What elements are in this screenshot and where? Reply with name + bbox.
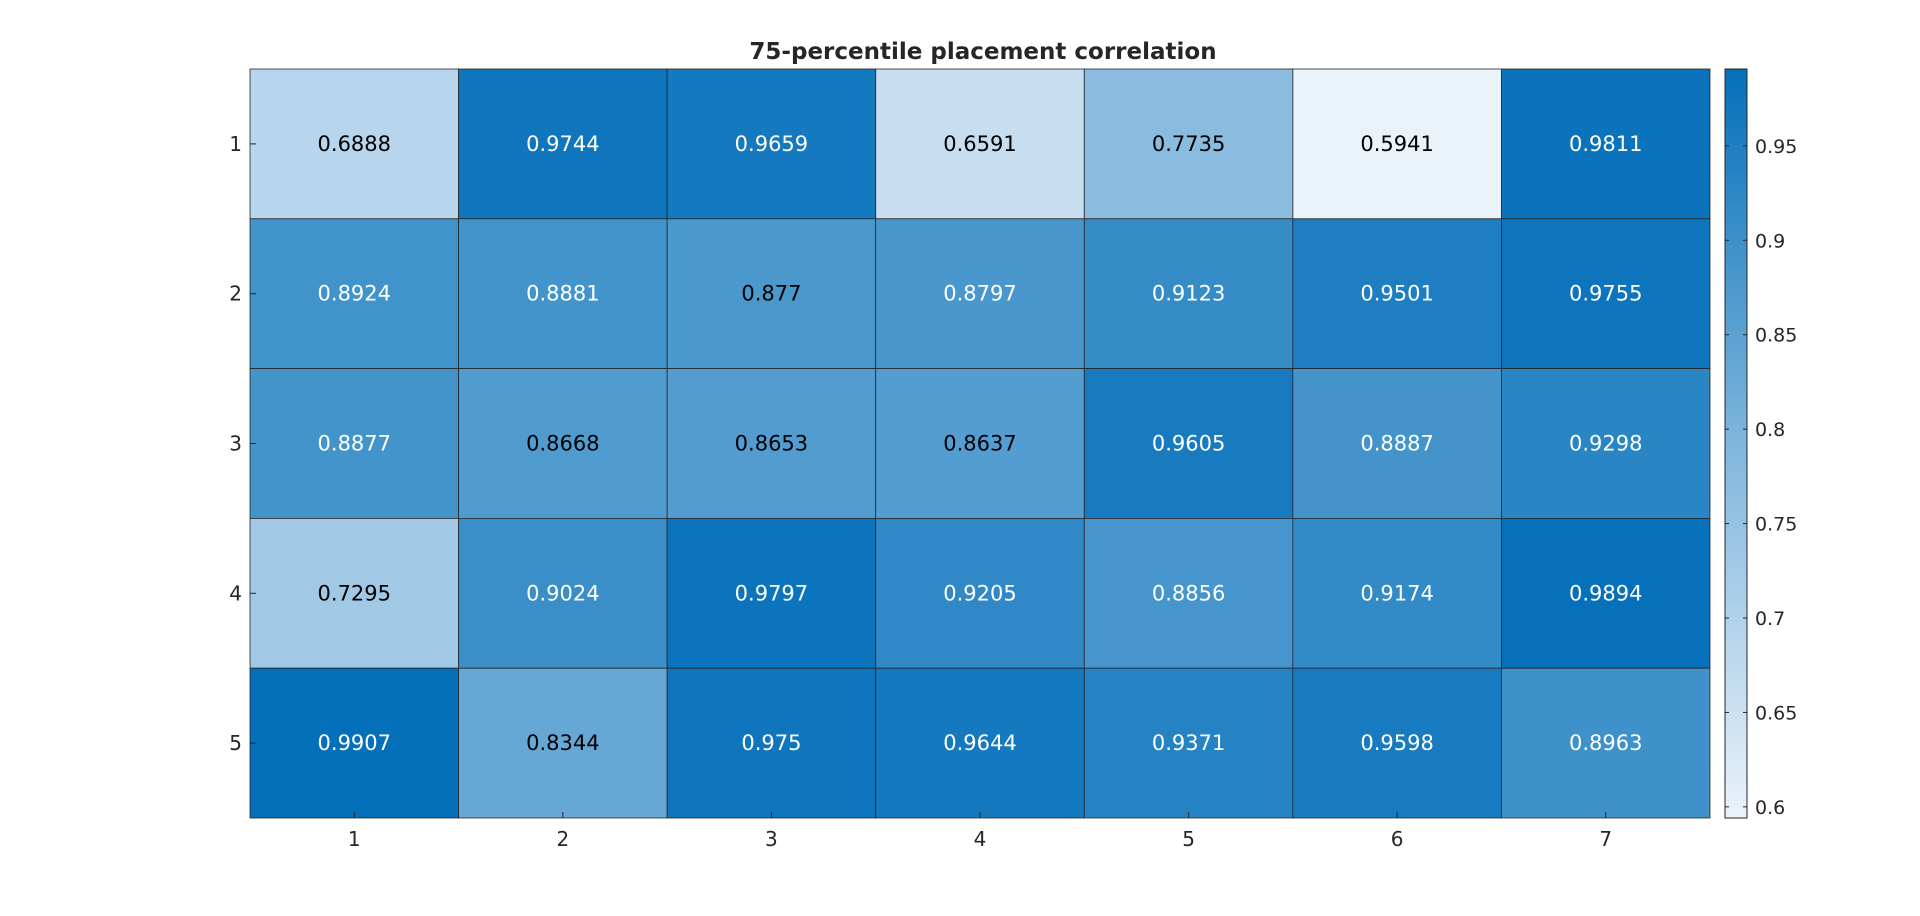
y-tick-label: 4 [229,581,242,605]
cell-value-label: 0.8963 [1569,731,1642,755]
heatmap-cell [1501,368,1711,519]
x-tick-label: 1 [348,827,361,851]
cell-value-label: 0.9605 [1152,432,1225,456]
cell-value-label: 0.8881 [526,282,599,306]
colorbar-ticks: 0.6 0.65 0.7 0.75 0.8 0.85 0.9 0.95 [1725,136,1797,819]
heatmap-cell [1292,68,1502,220]
heatmap-cell [1083,218,1294,370]
cell-value-label: 0.6591 [943,132,1016,156]
heatmap-cell [458,68,668,220]
heatmap-cell [875,68,1085,220]
heatmap-cell [1083,518,1294,669]
heatmap-cell [458,368,668,519]
cell-value-label: 0.8924 [318,282,391,306]
cell-value-label: 0.8344 [526,731,599,755]
cell-value-label: 0.6888 [318,132,391,156]
cell-value-label: 0.9174 [1360,581,1433,605]
cell-value-label: 0.9907 [318,731,391,755]
heatmap-cell [1292,518,1502,669]
colorbar: 0.6 0.65 0.7 0.75 0.8 0.85 0.9 0.95 [1724,68,1797,819]
cell-value-label: 0.5941 [1360,132,1433,156]
x-tick-label: 3 [765,827,778,851]
heatmap-cell [249,518,459,669]
cell-value-label: 0.8856 [1152,581,1225,605]
heatmap-cell [1501,518,1711,669]
colorbar-tick-label: 0.6 [1755,797,1785,819]
y-tick-label: 5 [229,731,242,755]
heatmap-cells [249,68,1711,819]
colorbar-tick-label: 0.7 [1755,608,1785,630]
cell-value-label: 0.8668 [526,432,599,456]
heatmap-cell-labels: 0.6888 0.9744 0.9659 0.6591 0.7735 0.5941 0.98… [318,132,1643,755]
cell-value-label: 0.9811 [1569,132,1642,156]
cell-value-label: 0.9598 [1360,731,1433,755]
y-tick-label: 2 [229,282,242,306]
cell-value-label: 0.9205 [943,581,1016,605]
heatmap-cell [666,68,877,220]
heatmap-cell [666,368,877,519]
colorbar-tick-label: 0.95 [1755,136,1797,158]
x-tick-label: 2 [556,827,569,851]
heatmap-cell [666,218,877,370]
colorbar-tick-label: 0.85 [1755,325,1797,347]
cell-value-label: 0.9894 [1569,581,1642,605]
cell-value-label: 0.9501 [1360,282,1433,306]
x-tick-label: 4 [974,827,987,851]
heatmap-cell [666,667,877,819]
y-tick-label: 3 [229,432,242,456]
cell-value-label: 0.8637 [943,432,1016,456]
y-axis-ticks: 1 2 3 4 5 [229,132,256,755]
cell-value-label: 0.9797 [735,581,808,605]
colorbar-tick-label: 0.8 [1755,419,1785,441]
cell-value-label: 0.9123 [1152,282,1225,306]
x-tick-label: 6 [1391,827,1404,851]
cell-value-label: 0.9644 [943,731,1016,755]
cell-value-label: 0.9755 [1569,282,1642,306]
heatmap-cell [458,518,668,669]
colorbar-gradient [1724,68,1748,819]
x-axis-ticks: 1 2 3 4 5 6 7 [348,812,1612,851]
colorbar-tick-label: 0.75 [1755,514,1797,536]
cell-value-label: 0.877 [741,282,801,306]
heatmap-cell [1292,368,1502,519]
cell-value-label: 0.9659 [735,132,808,156]
cell-value-label: 0.8887 [1360,432,1433,456]
heatmap-cell [1501,667,1711,819]
cell-value-label: 0.9298 [1569,432,1642,456]
cell-value-label: 0.975 [741,731,801,755]
heatmap-cell [249,68,459,220]
heatmap-cell [249,667,459,819]
heatmap-cell [249,218,459,370]
cell-value-label: 0.9024 [526,581,599,605]
cell-value-label: 0.7295 [318,581,391,605]
x-tick-label: 7 [1599,827,1612,851]
heatmap-cell [1501,218,1711,370]
heatmap-cell [875,368,1085,519]
heatmap-cell [1083,368,1294,519]
heatmap-cell [249,368,459,519]
x-tick-label: 5 [1182,827,1195,851]
cell-value-label: 0.8797 [943,282,1016,306]
heatmap-cell [875,518,1085,669]
colorbar-tick-label: 0.65 [1755,702,1797,724]
colorbar-tick-label: 0.9 [1755,230,1785,252]
chart-title: 75-percentile placement correlation [749,39,1216,65]
cell-value-label: 0.9744 [526,132,599,156]
heatmap-cell [1083,68,1294,220]
cell-value-label: 0.8653 [735,432,808,456]
cell-value-label: 0.7735 [1152,132,1225,156]
cell-value-label: 0.9371 [1152,731,1225,755]
heatmap-cell [1292,218,1502,370]
heatmap-cell [1501,68,1711,220]
y-tick-label: 1 [229,132,242,156]
cell-value-label: 0.8877 [318,432,391,456]
heatmap-cell [1292,667,1502,819]
